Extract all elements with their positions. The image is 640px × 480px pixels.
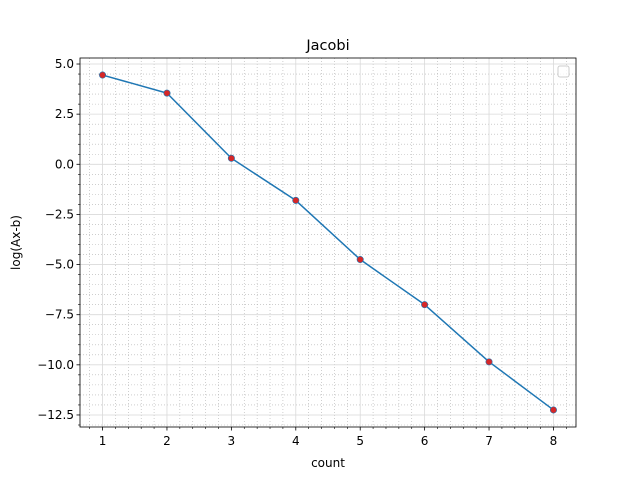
y-tick-label: −2.5: [45, 207, 74, 221]
y-axis-label: log(Ax-b): [9, 215, 23, 270]
data-point: [421, 301, 429, 309]
major-grid: [80, 58, 576, 427]
series-line: [102, 74, 554, 411]
x-tick-label: 5: [356, 434, 364, 448]
x-axis-label: count: [311, 456, 345, 470]
series-layer: [99, 71, 557, 414]
chart-title: Jacobi: [305, 38, 349, 54]
ticks-layer: 1 2 3 4 5 6 7 8 5.0 2.5 0.0 −2.5 −5.0 −7.5 −10.0 −12.5: [37, 57, 567, 448]
data-point: [356, 256, 364, 264]
y-tick-label: −5.0: [45, 258, 74, 272]
data-point: [549, 406, 557, 414]
y-tick-label: 5.0: [55, 57, 74, 71]
data-point: [99, 71, 107, 79]
plot-frame: [79, 57, 577, 428]
y-tick-label: −7.5: [45, 308, 74, 322]
y-tick-label: −10.0: [37, 358, 74, 372]
data-point: [163, 89, 171, 97]
data-point: [292, 196, 300, 204]
x-tick-label: 8: [550, 434, 558, 448]
y-tick-label: 2.5: [55, 107, 74, 121]
x-tick-label: 4: [292, 434, 300, 448]
y-tick-label: −12.5: [37, 408, 74, 422]
x-tick-label: 3: [228, 434, 236, 448]
data-point: [227, 154, 235, 162]
y-tick-label: 0.0: [55, 157, 74, 171]
legend-box: [557, 65, 570, 78]
x-tick-label: 7: [485, 434, 493, 448]
x-tick-label: 1: [99, 434, 107, 448]
x-tick-label: 6: [421, 434, 429, 448]
data-point: [485, 358, 493, 366]
x-tick-label: 2: [163, 434, 171, 448]
